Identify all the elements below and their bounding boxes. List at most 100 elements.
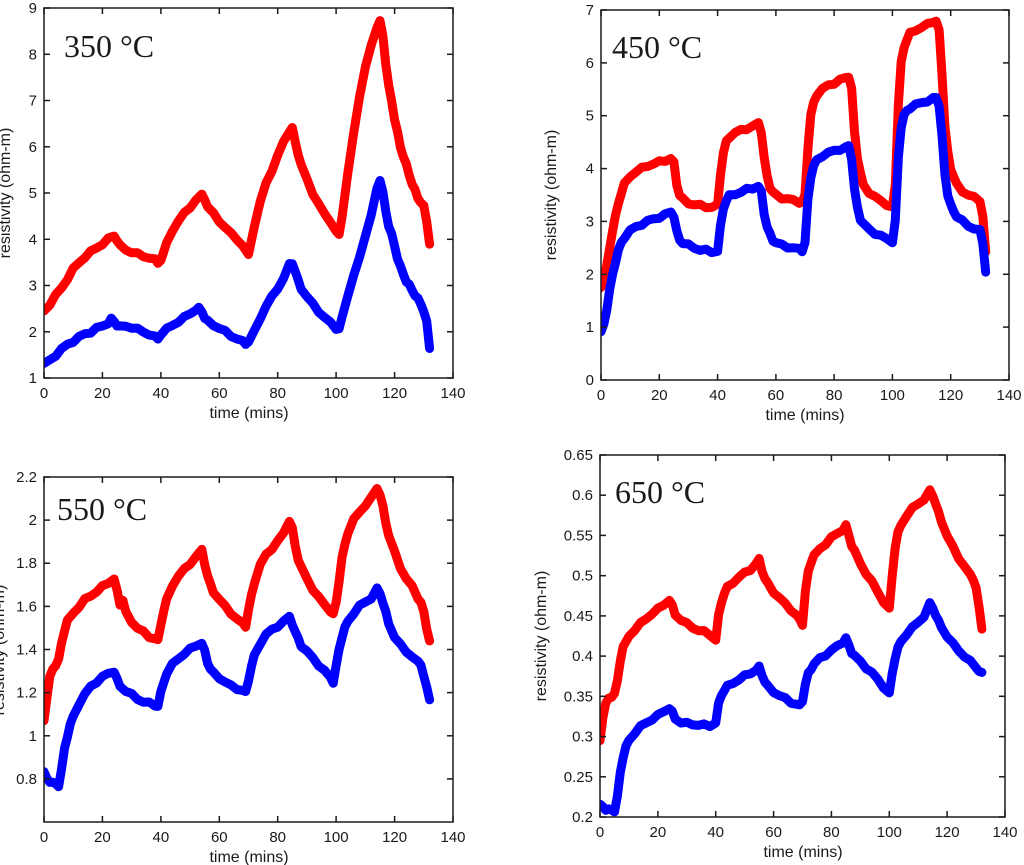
x-tick-label: 60 (765, 824, 782, 841)
y-tick-label: 1.2 (16, 685, 37, 702)
series-blue (600, 598, 987, 817)
y-axis-label: resistivity (ohm-m) (0, 585, 8, 716)
y-tick-label: 0.2 (572, 809, 593, 826)
x-tick-label: 20 (94, 829, 111, 846)
y-tick-label: 0.35 (564, 688, 593, 705)
x-tick-label: 40 (153, 829, 170, 846)
series-blue (44, 176, 435, 368)
x-tick-label: 60 (211, 385, 228, 402)
x-tick-label: 80 (826, 387, 843, 404)
x-tick-label: 120 (382, 385, 407, 402)
x-tick-label: 100 (880, 387, 905, 404)
series-group (601, 16, 991, 337)
x-tick-label: 140 (440, 385, 465, 402)
x-tick-label: 140 (992, 824, 1017, 841)
series-red (600, 485, 987, 746)
chart-svg: 0 20 40 60 80 100 120 140 0 1 2 3 4 5 6 7 time (mins) res… (543, 2, 1022, 424)
plot-title: 450 °C (612, 29, 702, 65)
x-axis-label: time (mins) (763, 844, 842, 861)
chart-cell-450c: 0 20 40 60 80 100 120 140 0 1 2 3 4 5 6 7 time (mins) res… (512, 0, 1024, 432)
chart-cell-350c: 0 20 40 60 80 100 120 140 1 2 3 4 5 6 7 8 9 time (mins) re… (0, 0, 512, 432)
x-tick-label: 40 (153, 385, 170, 402)
y-tick-label: 0.8 (16, 771, 37, 788)
plot-title: 550 °C (57, 491, 147, 527)
series-blue (44, 583, 435, 792)
series-red (44, 484, 435, 726)
y-tick-label: 3 (29, 278, 37, 295)
y-tick-label: 0.5 (572, 568, 593, 585)
chart-cell-550c: 0 20 40 60 80 100 120 140 0.8 1 1.2 1.4 1.6 1.8 2 2.2 ti… (0, 432, 512, 865)
series-group (44, 16, 435, 368)
y-tick-label: 7 (29, 93, 37, 110)
x-tick-label: 0 (596, 824, 604, 841)
x-tick-label: 0 (40, 829, 48, 846)
y-tick-label: 1.8 (16, 555, 37, 572)
y-tick-label: 2 (586, 266, 594, 283)
x-tick-label: 120 (382, 829, 407, 846)
y-tick-label: 1.6 (16, 598, 37, 615)
y-tick-label: 1 (586, 319, 594, 336)
axes-frame (599, 454, 1006, 818)
chart-cell-650c: 0 20 40 60 80 100 120 140 0.2 0.25 0.3 0.35 0.4 0.45 0… (512, 432, 1024, 865)
y-tick-label: 1 (29, 370, 37, 387)
x-tick-label: 40 (709, 387, 726, 404)
x-tick-label: 40 (707, 824, 724, 841)
plot-title: 650 °C (615, 474, 705, 510)
x-axis-label: time (mins) (209, 849, 288, 865)
y-axis-label: resistivity (ohm-m) (0, 128, 14, 259)
axes-frame (600, 9, 1010, 381)
plot-title: 350 °C (64, 28, 154, 64)
x-axis-label: time (mins) (765, 407, 844, 424)
x-tick-label: 60 (211, 829, 228, 846)
y-tick-label: 0 (586, 372, 594, 389)
y-tick-label: 0.4 (572, 648, 593, 665)
y-tick-label: 1 (29, 728, 37, 745)
x-tick-label: 140 (996, 387, 1021, 404)
x-tick-label: 100 (324, 385, 349, 402)
series-red (44, 16, 435, 316)
y-tick-label: 6 (29, 139, 37, 156)
x-tick-label: 0 (597, 387, 605, 404)
x-tick-label: 100 (324, 829, 349, 846)
x-tick-label: 20 (94, 385, 111, 402)
y-axis-label: resistivity (ohm-m) (543, 130, 560, 261)
x-axis-label: time (mins) (209, 405, 288, 422)
y-tick-label: 0.3 (572, 729, 593, 746)
x-tick-label: 0 (40, 385, 48, 402)
y-tick-label: 2.2 (16, 469, 37, 486)
y-tick-label: 0.55 (564, 527, 593, 544)
y-tick-label: 0.45 (564, 608, 593, 625)
y-tick-label: 3 (586, 213, 594, 230)
x-tick-label: 60 (768, 387, 785, 404)
series-blue (601, 93, 991, 337)
x-tick-label: 20 (650, 824, 667, 841)
y-tick-label: 0.65 (564, 447, 593, 464)
chart-svg: 0 20 40 60 80 100 120 140 0.2 0.25 0.3 0.35 0.4 0.45 0… (533, 447, 1018, 861)
y-tick-label: 8 (29, 46, 37, 63)
x-tick-label: 80 (269, 829, 286, 846)
x-tick-label: 120 (935, 824, 960, 841)
y-tick-label: 7 (586, 2, 594, 19)
x-tick-label: 80 (823, 824, 840, 841)
y-tick-label: 2 (29, 324, 37, 341)
y-tick-label: 5 (29, 185, 37, 202)
x-tick-label: 80 (269, 385, 286, 402)
y-axis-label: resistivity (ohm-m) (533, 571, 550, 702)
x-tick-label: 140 (440, 829, 465, 846)
x-tick-label: 20 (651, 387, 668, 404)
y-tick-label: 4 (29, 231, 37, 248)
y-tick-label: 6 (586, 55, 594, 72)
y-tick-label: 0.6 (572, 487, 593, 504)
chart-svg: 0 20 40 60 80 100 120 140 1 2 3 4 5 6 7 8 9 time (mins) re… (0, 0, 466, 422)
series-red (601, 16, 991, 292)
y-tick-label: 2 (29, 512, 37, 529)
y-tick-label: 9 (29, 0, 37, 17)
series-group (600, 485, 987, 817)
x-tick-label: 120 (938, 387, 963, 404)
series-group (44, 484, 435, 792)
chart-svg: 0 20 40 60 80 100 120 140 0.8 1 1.2 1.4 1.6 1.8 2 2.2 ti… (0, 469, 466, 865)
y-tick-label: 0.25 (564, 769, 593, 786)
y-tick-label: 5 (586, 108, 594, 125)
y-tick-label: 4 (586, 161, 594, 178)
